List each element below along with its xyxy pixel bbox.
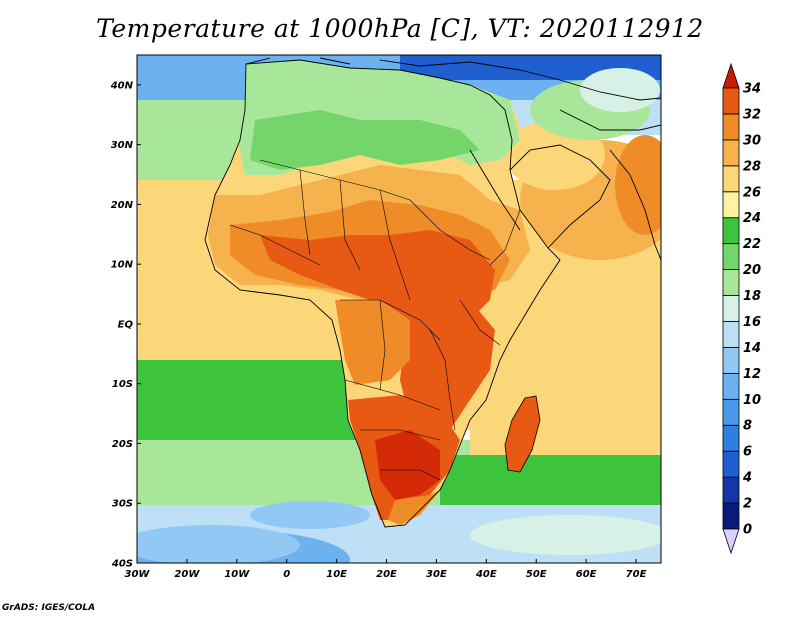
colorbar-swatch bbox=[722, 113, 740, 141]
map-title: Temperature at 1000hPa [C], VT: 20201129… bbox=[96, 14, 704, 43]
colorbar-swatch bbox=[722, 398, 740, 426]
colorbar-swatch bbox=[722, 269, 740, 296]
colorbar-level-label: 2 bbox=[743, 497, 752, 512]
colorbar-level-label: 0 bbox=[743, 523, 752, 538]
madagascar bbox=[504, 395, 541, 473]
plot-frame bbox=[136, 54, 662, 564]
colorbar-swatch bbox=[722, 372, 740, 400]
lat-tick-label: EQ bbox=[118, 319, 134, 330]
lat-tick-label: 40S bbox=[111, 559, 133, 570]
colorbar-swatch bbox=[722, 476, 740, 504]
colorbar-level-label: 22 bbox=[743, 237, 761, 252]
field-cold-patch-2 bbox=[250, 501, 370, 529]
africa-field bbox=[205, 60, 560, 527]
colorbar-swatch bbox=[722, 217, 740, 245]
colorbar-swatch bbox=[722, 424, 740, 452]
colorbar-swatch bbox=[722, 502, 740, 530]
southern-deepred bbox=[375, 430, 440, 500]
field-cold-patch-4 bbox=[470, 515, 661, 555]
sahara-darkgreen bbox=[250, 110, 480, 170]
india-coast bbox=[609, 149, 661, 261]
colorbar-swatch bbox=[722, 165, 740, 193]
colorbar-swatch bbox=[722, 450, 740, 478]
lat-tick-label: 30S bbox=[112, 499, 133, 510]
plot-area bbox=[137, 55, 661, 563]
colorbar-swatch bbox=[722, 347, 740, 374]
field-band-indian bbox=[470, 340, 661, 460]
colorbar-swatch bbox=[722, 321, 740, 348]
lat-tick-label: 30N bbox=[111, 140, 134, 151]
lon-tick-label: 30E bbox=[426, 569, 447, 580]
colorbar-level-label: 34 bbox=[743, 82, 761, 97]
field-warm-india bbox=[615, 135, 661, 235]
colorbar-swatch bbox=[722, 295, 740, 322]
colorbar-level-label: 24 bbox=[743, 211, 761, 226]
lon-tick-label: 50E bbox=[526, 569, 547, 580]
colorbar-swatch bbox=[722, 243, 740, 270]
lat-tick-label: 40N bbox=[110, 80, 134, 91]
lon-tick-label: 60E bbox=[576, 569, 597, 580]
colorbar-below-triangle bbox=[722, 528, 740, 555]
lon-tick-label: 10W bbox=[224, 569, 250, 580]
lon-tick-label: 20W bbox=[174, 569, 200, 580]
lon-tick-label: 20E bbox=[376, 569, 397, 580]
colorbar-swatch bbox=[722, 139, 740, 167]
colorbar-level-label: 8 bbox=[743, 419, 752, 434]
colorbar-level-label: 4 bbox=[742, 471, 752, 486]
lon-tick-label: 0 bbox=[283, 569, 290, 580]
colorbar-level-label: 6 bbox=[743, 445, 752, 460]
lon-tick-label: 70E bbox=[626, 569, 647, 580]
longitude-axis: 30W 20W 10W 0 10E 20E 30E 40E 50E 60E 70E bbox=[125, 559, 647, 580]
country-borders bbox=[229, 159, 521, 481]
colorbar-level-label: 28 bbox=[743, 159, 761, 174]
colorbar-level-label: 16 bbox=[743, 315, 761, 330]
colorbar-level-label: 30 bbox=[743, 133, 761, 148]
field-cool-iran-2 bbox=[580, 68, 660, 112]
persia-coast bbox=[559, 109, 661, 131]
lat-tick-label: 20N bbox=[111, 200, 134, 211]
colorbar-level-label: 12 bbox=[743, 367, 761, 382]
colorbar-swatch bbox=[722, 191, 740, 219]
europe-coast bbox=[245, 57, 661, 101]
colorbar-level-label: 14 bbox=[743, 341, 761, 356]
lat-tick-label: 10N bbox=[111, 260, 134, 271]
lat-tick-label: 10S bbox=[112, 379, 133, 390]
lon-tick-label: 30W bbox=[125, 569, 151, 580]
colorbar-above-triangle bbox=[722, 62, 740, 89]
congo-orange bbox=[335, 300, 410, 385]
lat-tick-label: 20S bbox=[112, 439, 133, 450]
colorbar-level-label: 18 bbox=[743, 289, 761, 304]
coastlines bbox=[204, 57, 661, 528]
colorbar-level-label: 10 bbox=[743, 393, 761, 408]
credit-label: GrADS: IGES/COLA bbox=[2, 603, 96, 613]
cape-orange bbox=[388, 490, 440, 525]
colorbar-level-label: 26 bbox=[743, 185, 761, 200]
red-sea-coast bbox=[469, 149, 521, 231]
lon-tick-label: 40E bbox=[475, 569, 497, 580]
colorbar-level-label: 20 bbox=[743, 263, 761, 278]
arabia-coast bbox=[509, 144, 611, 249]
lon-tick-label: 10E bbox=[326, 569, 347, 580]
latitude-axis: 40N 30N 20N 10N EQ 10S 20S 30S 40S bbox=[110, 80, 141, 570]
field-cold-patch-3 bbox=[137, 525, 300, 563]
colorbar-level-label: 32 bbox=[743, 107, 761, 122]
africa-coastline bbox=[204, 59, 561, 528]
colorbar-swatch bbox=[722, 87, 740, 115]
